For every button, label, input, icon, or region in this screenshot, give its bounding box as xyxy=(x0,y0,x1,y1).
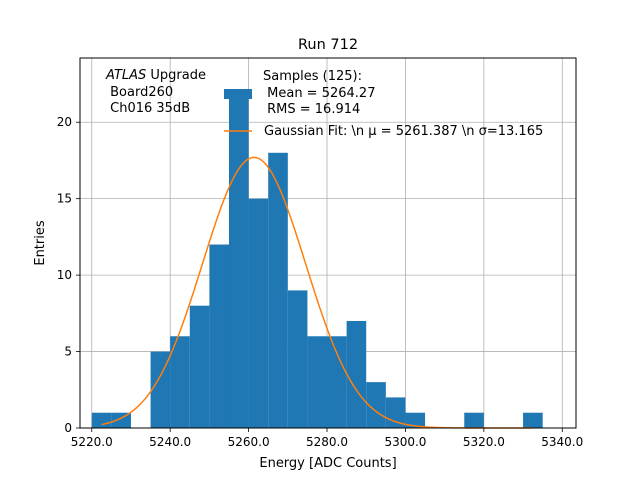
y-axis-label: Entries xyxy=(33,220,48,266)
chart-title: Run 712 xyxy=(298,37,358,53)
x-tick-label: 5260.0 xyxy=(228,435,270,449)
histogram-bar xyxy=(464,412,484,428)
histogram-bar xyxy=(189,305,210,428)
histogram-bar xyxy=(268,152,288,428)
board-label: Board260 xyxy=(106,85,173,100)
histogram-bar xyxy=(248,198,269,428)
histogram-bar xyxy=(327,336,347,428)
x-tick-label: 5320.0 xyxy=(463,435,505,449)
histogram-bar xyxy=(150,351,171,428)
legend: Samples (125): Mean = 5264.27 RMS = 16.9… xyxy=(224,69,543,139)
legend-fit-label: Gaussian Fit: \n μ = 5261.387 \n σ=13.16… xyxy=(264,124,543,139)
upgrade-label: Upgrade xyxy=(146,68,206,83)
legend-samples-text: Samples (125): Mean = 5264.27 RMS = 16.9… xyxy=(263,69,380,117)
legend-rms: RMS = 16.914 xyxy=(263,102,360,117)
y-tick-label: 20 xyxy=(57,115,72,129)
legend-samples-swatch xyxy=(224,89,252,99)
histogram-bar xyxy=(287,290,308,428)
atlas-label: ATLAS xyxy=(105,68,146,83)
y-tick-label: 0 xyxy=(64,421,72,435)
histogram-bar xyxy=(405,412,426,428)
histogram-bar xyxy=(228,91,249,429)
x-axis-label: Energy [ADC Counts] xyxy=(259,456,396,471)
legend-samples-title: Samples (125): xyxy=(263,69,362,84)
histogram-bar xyxy=(307,336,328,428)
x-tick-label: 5240.0 xyxy=(149,435,191,449)
histogram-bar xyxy=(366,382,386,428)
x-tick-label: 5280.0 xyxy=(306,435,348,449)
histogram-bar xyxy=(111,412,131,428)
histogram-bar xyxy=(209,244,229,428)
y-tick-label: 10 xyxy=(57,268,72,282)
histogram-bars xyxy=(91,91,543,429)
histogram-bar xyxy=(170,336,190,428)
histogram-bar xyxy=(91,412,112,428)
y-tick-label: 5 xyxy=(64,345,72,359)
plot-frame xyxy=(79,57,577,429)
x-tick-label: 5340.0 xyxy=(541,435,583,449)
x-axis-ticks: 5220.0 5240.0 5260.0 5280.0 5300.0 5320.0 5340… xyxy=(71,428,583,449)
histogram-bar xyxy=(346,320,367,428)
x-tick-label: 5220.0 xyxy=(71,435,113,449)
y-axis-ticks: 0 5 10 15 20 xyxy=(57,115,80,435)
histogram-bar xyxy=(523,412,543,428)
legend-mean: Mean = 5264.27 xyxy=(263,86,375,101)
channel-label: Ch016 35dB xyxy=(106,101,190,116)
x-tick-label: 5300.0 xyxy=(384,435,426,449)
y-tick-label: 15 xyxy=(57,192,72,206)
atlas-annotation: ATLAS Upgrade Board260 Ch016 35dB xyxy=(105,68,210,116)
